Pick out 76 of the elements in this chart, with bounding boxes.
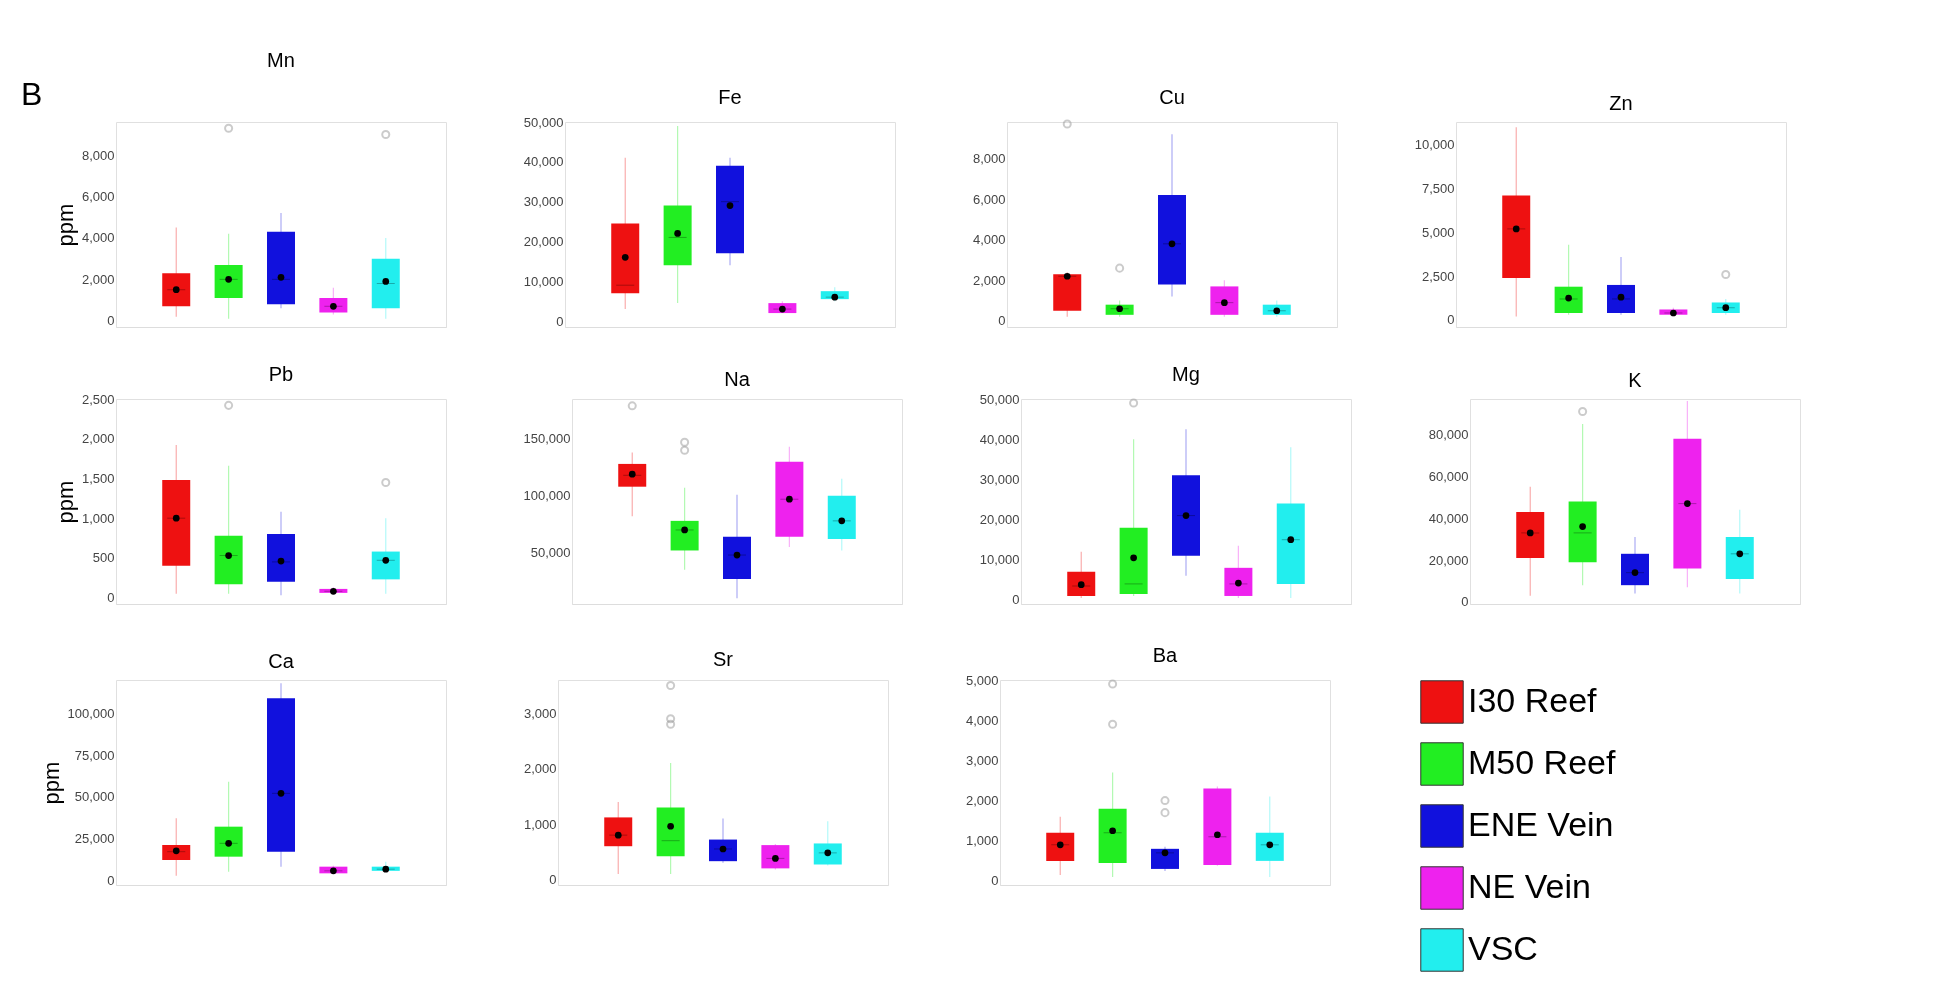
y-tick-label: 2,000 bbox=[972, 272, 1006, 288]
y-tick-label: 0 bbox=[1447, 312, 1455, 328]
y-tick-label: 30,000 bbox=[523, 194, 564, 210]
y-tick-label: 1,000 bbox=[81, 510, 115, 526]
legend-label: M50 Reef bbox=[1468, 743, 1616, 781]
chart-title: Ca bbox=[268, 650, 295, 672]
chart-title: Na bbox=[724, 368, 751, 391]
y-tick-label: 6,000 bbox=[972, 191, 1006, 207]
y-tick-label: 0 bbox=[1461, 594, 1469, 610]
legend-label: NE Vein bbox=[1468, 867, 1591, 905]
y-tick-label: 0 bbox=[998, 313, 1006, 329]
y-tick-label: 2,000 bbox=[523, 761, 557, 777]
chart-title: Mg bbox=[1172, 363, 1200, 385]
y-tick-label: 50,000 bbox=[979, 391, 1020, 407]
y-tick-label: 30,000 bbox=[979, 471, 1020, 487]
y-axis-title: ppm bbox=[38, 761, 64, 805]
chart-title: K bbox=[1628, 369, 1643, 391]
y-tick-label: 150,000 bbox=[523, 431, 571, 447]
chart-title: Cu bbox=[1159, 86, 1185, 109]
y-tick-label: 8,000 bbox=[972, 151, 1006, 167]
y-tick-label: 0 bbox=[107, 313, 115, 329]
y-tick-label: 10,000 bbox=[1414, 137, 1455, 153]
y-tick-label: 0 bbox=[991, 873, 999, 889]
chart-title: Pb bbox=[268, 363, 294, 385]
y-tick-label: 2,000 bbox=[965, 793, 999, 809]
y-tick-label: 500 bbox=[92, 550, 115, 566]
y-tick-label: 3,000 bbox=[965, 752, 999, 768]
y-tick-label: 60,000 bbox=[1428, 468, 1469, 484]
legend-label: I30 Reef bbox=[1468, 681, 1598, 719]
y-tick-label: 7,500 bbox=[1421, 181, 1455, 197]
chart-title: Ba bbox=[1152, 644, 1179, 666]
chart-title: Sr bbox=[713, 648, 734, 671]
y-tick-label: 50,000 bbox=[74, 789, 115, 805]
y-tick-label: 6,000 bbox=[81, 189, 115, 205]
y-tick-label: 4,000 bbox=[965, 712, 999, 728]
y-tick-label: 20,000 bbox=[523, 233, 564, 249]
y-tick-label: 2,500 bbox=[1421, 268, 1455, 284]
chart-title: Mn bbox=[267, 49, 295, 71]
y-tick-label: 2,000 bbox=[81, 431, 115, 447]
y-axis-title: ppm bbox=[52, 480, 78, 524]
y-tick-label: 40,000 bbox=[523, 154, 564, 170]
y-tick-label: 100,000 bbox=[67, 705, 115, 721]
y-tick-label: 40,000 bbox=[979, 431, 1020, 447]
y-tick-label: 0 bbox=[556, 313, 564, 329]
legend-label: ENE Vein bbox=[1468, 805, 1614, 843]
y-tick-label: 0 bbox=[1012, 592, 1020, 608]
y-tick-label: 80,000 bbox=[1428, 427, 1469, 443]
y-tick-label: 5,000 bbox=[965, 672, 999, 688]
y-axis-title: ppm bbox=[52, 203, 78, 247]
y-tick-label: 0 bbox=[549, 871, 557, 887]
chart-title: Zn bbox=[1609, 92, 1633, 114]
y-tick-label: 8,000 bbox=[81, 147, 115, 163]
y-tick-label: 50,000 bbox=[530, 545, 571, 561]
y-tick-label: 0 bbox=[107, 590, 115, 606]
y-tick-label: 3,000 bbox=[523, 705, 557, 721]
y-tick-label: 20,000 bbox=[1428, 552, 1469, 568]
chart-title: Fe bbox=[718, 86, 742, 108]
y-tick-label: 10,000 bbox=[979, 552, 1020, 568]
y-tick-label: 75,000 bbox=[74, 747, 115, 763]
y-tick-label: 2,000 bbox=[81, 271, 115, 287]
text: B bbox=[21, 76, 43, 112]
y-tick-label: 1,000 bbox=[965, 833, 999, 849]
y-tick-label: 4,000 bbox=[81, 230, 115, 246]
y-tick-label: 10,000 bbox=[523, 273, 564, 289]
y-tick-label: 0 bbox=[107, 872, 115, 888]
y-tick-label: 5,000 bbox=[1421, 224, 1455, 240]
y-tick-label: 100,000 bbox=[523, 488, 571, 504]
y-tick-label: 1,500 bbox=[81, 470, 115, 486]
y-tick-label: 25,000 bbox=[74, 830, 115, 846]
y-tick-label: 1,000 bbox=[523, 816, 557, 832]
legend-label: VSC bbox=[1468, 929, 1538, 967]
y-tick-label: 20,000 bbox=[979, 512, 1020, 528]
y-tick-label: 40,000 bbox=[1428, 510, 1469, 526]
y-tick-label: 2,500 bbox=[81, 391, 115, 407]
y-tick-label: 50,000 bbox=[523, 114, 564, 130]
y-tick-label: 4,000 bbox=[972, 232, 1006, 248]
